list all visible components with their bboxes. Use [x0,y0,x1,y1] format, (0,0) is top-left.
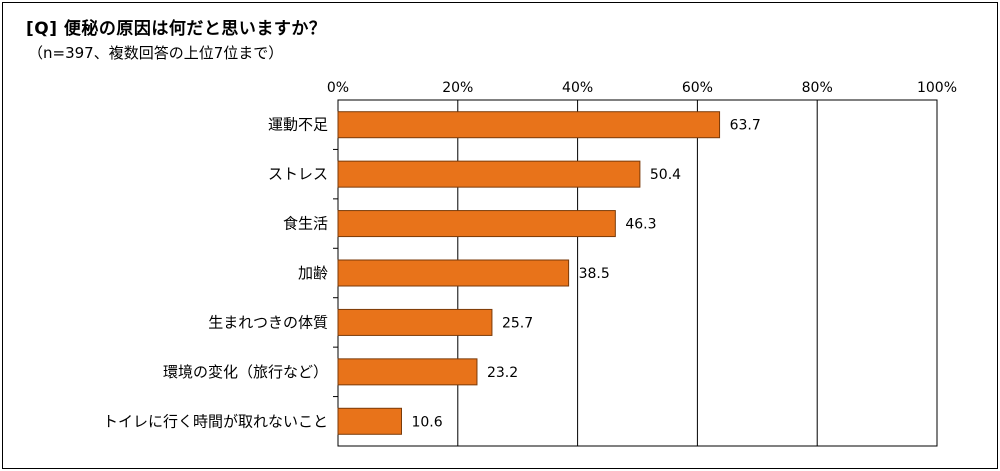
category-label: 環境の変化（旅行など） [163,363,328,381]
chart-title: [Q] 便秘の原因は何だと思いますか？ [26,19,327,39]
bar [337,259,570,287]
bar-value-label: 46.3 [625,217,656,233]
plot-area [337,99,938,447]
x-tick-label: 60% [682,80,713,96]
bar-value-label: 38.5 [579,266,610,282]
bar-value-label: 23.2 [487,365,518,381]
bar [337,160,641,188]
x-tick-label: 20% [442,80,473,96]
bar-value-label: 50.4 [650,167,681,183]
chart-subtitle: （n=397、複数回答の上位7位まで） [28,44,284,62]
bar [337,308,493,336]
bar [337,210,616,238]
bar-value-label: 25.7 [502,315,533,331]
x-tick-label: 80% [802,80,833,96]
category-label: 生まれつきの体質 [208,313,328,331]
category-label: 加齢 [298,264,328,282]
bar-value-label: 10.6 [411,414,442,430]
x-tick-label: 100% [917,80,957,96]
bar [337,358,478,386]
category-label: 運動不足 [268,116,328,134]
x-tick-label: 40% [562,80,593,96]
x-tick-label: 0% [327,80,349,96]
bar-value-label: 63.7 [730,118,761,134]
bar [337,407,402,435]
category-label: トイレに行く時間が取れないこと [103,412,328,430]
category-label: 食生活 [283,215,328,233]
category-label: ストレス [268,165,328,183]
bar [337,111,721,139]
